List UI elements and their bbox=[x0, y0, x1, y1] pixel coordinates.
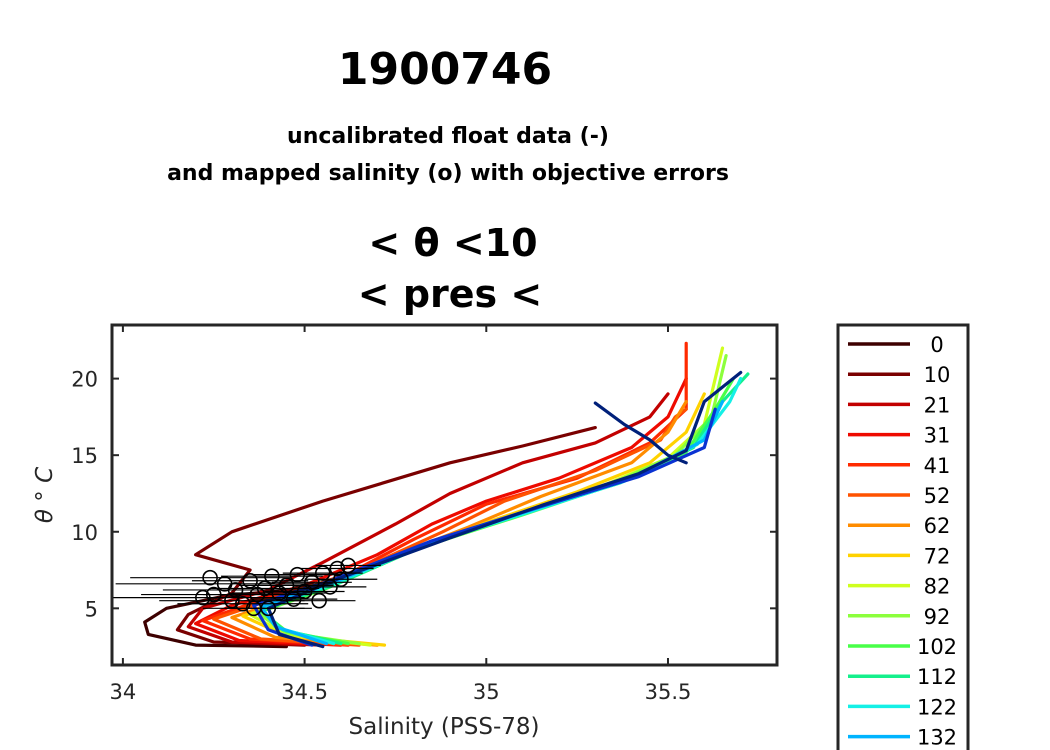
mapped-point bbox=[340, 557, 357, 574]
x-tick-label: 35.5 bbox=[645, 680, 692, 704]
mapped-point bbox=[256, 580, 273, 597]
series-line-16 bbox=[266, 370, 743, 649]
mapped-point bbox=[322, 579, 338, 595]
legend-label-72: 72 bbox=[924, 544, 951, 568]
series-line-17 bbox=[593, 401, 688, 465]
axis-ticks: 34 34.5 35 35.5 5 10 15 20 bbox=[71, 325, 777, 704]
series-line-15 bbox=[252, 407, 717, 647]
chart-subtitle-line-2: and mapped salinity (o) with objective e… bbox=[167, 161, 729, 186]
y-tick-label: 20 bbox=[71, 368, 98, 392]
legend-label-122: 122 bbox=[917, 695, 957, 719]
series-line-21 bbox=[186, 392, 670, 647]
mapped-point bbox=[278, 577, 295, 594]
legend-label-31: 31 bbox=[924, 424, 951, 448]
mapped-point bbox=[314, 565, 331, 581]
legend-label-112: 112 bbox=[917, 665, 957, 689]
y-tick-label: 10 bbox=[71, 521, 98, 545]
series-layer bbox=[143, 341, 750, 649]
x-tick-label: 35 bbox=[473, 680, 500, 704]
mapped-point bbox=[329, 560, 346, 577]
legend-label-92: 92 bbox=[924, 605, 951, 629]
series-line-10 bbox=[175, 426, 597, 647]
x-axis-label: Salinity (PSS-78) bbox=[349, 714, 540, 740]
mapped-point bbox=[224, 592, 240, 609]
mapped-point bbox=[245, 600, 262, 617]
y-axis-label: θ ° C bbox=[32, 467, 58, 523]
mapped-point bbox=[227, 582, 244, 598]
legend: 0 10 21 31 41 52 62 72 82 92 102 112 122 132 bbox=[836, 323, 970, 750]
series-line-31 bbox=[194, 377, 688, 647]
legend-label-41: 41 bbox=[924, 454, 951, 478]
mapped-point bbox=[285, 591, 302, 607]
panel-title-line-1: < θ <10 bbox=[368, 221, 537, 265]
legend-label-10: 10 bbox=[924, 363, 951, 387]
legend-label-52: 52 bbox=[924, 484, 951, 508]
legend-label-82: 82 bbox=[924, 575, 951, 599]
legend-label-21: 21 bbox=[924, 393, 951, 417]
mapped-point bbox=[235, 595, 251, 612]
chart-title: 1900746 bbox=[338, 44, 552, 95]
x-tick-label: 34.5 bbox=[281, 680, 328, 704]
x-tick-label: 34 bbox=[110, 680, 137, 704]
legend-label-0: 0 bbox=[930, 333, 943, 357]
mapped-point bbox=[264, 568, 280, 584]
legend-label-132: 132 bbox=[917, 726, 957, 750]
legend-box bbox=[836, 323, 970, 750]
mapped-salinity-layer bbox=[112, 557, 381, 617]
mapped-point bbox=[242, 572, 258, 589]
panel-title-line-2: < pres < bbox=[358, 272, 542, 316]
chart-subtitle-line-1: uncalibrated float data (-) bbox=[287, 124, 609, 149]
mapped-point bbox=[289, 566, 306, 583]
series-line-41 bbox=[201, 341, 688, 647]
legend-label-102: 102 bbox=[917, 635, 957, 659]
mapped-point bbox=[304, 574, 320, 591]
mapped-point bbox=[311, 592, 327, 609]
y-tick-label: 15 bbox=[71, 444, 98, 468]
mapped-point bbox=[333, 571, 349, 588]
mapped-point bbox=[202, 569, 218, 586]
legend-label-62: 62 bbox=[924, 514, 951, 538]
y-tick-label: 5 bbox=[85, 597, 98, 621]
plot-frame bbox=[110, 323, 779, 667]
mapped-point bbox=[195, 589, 211, 606]
